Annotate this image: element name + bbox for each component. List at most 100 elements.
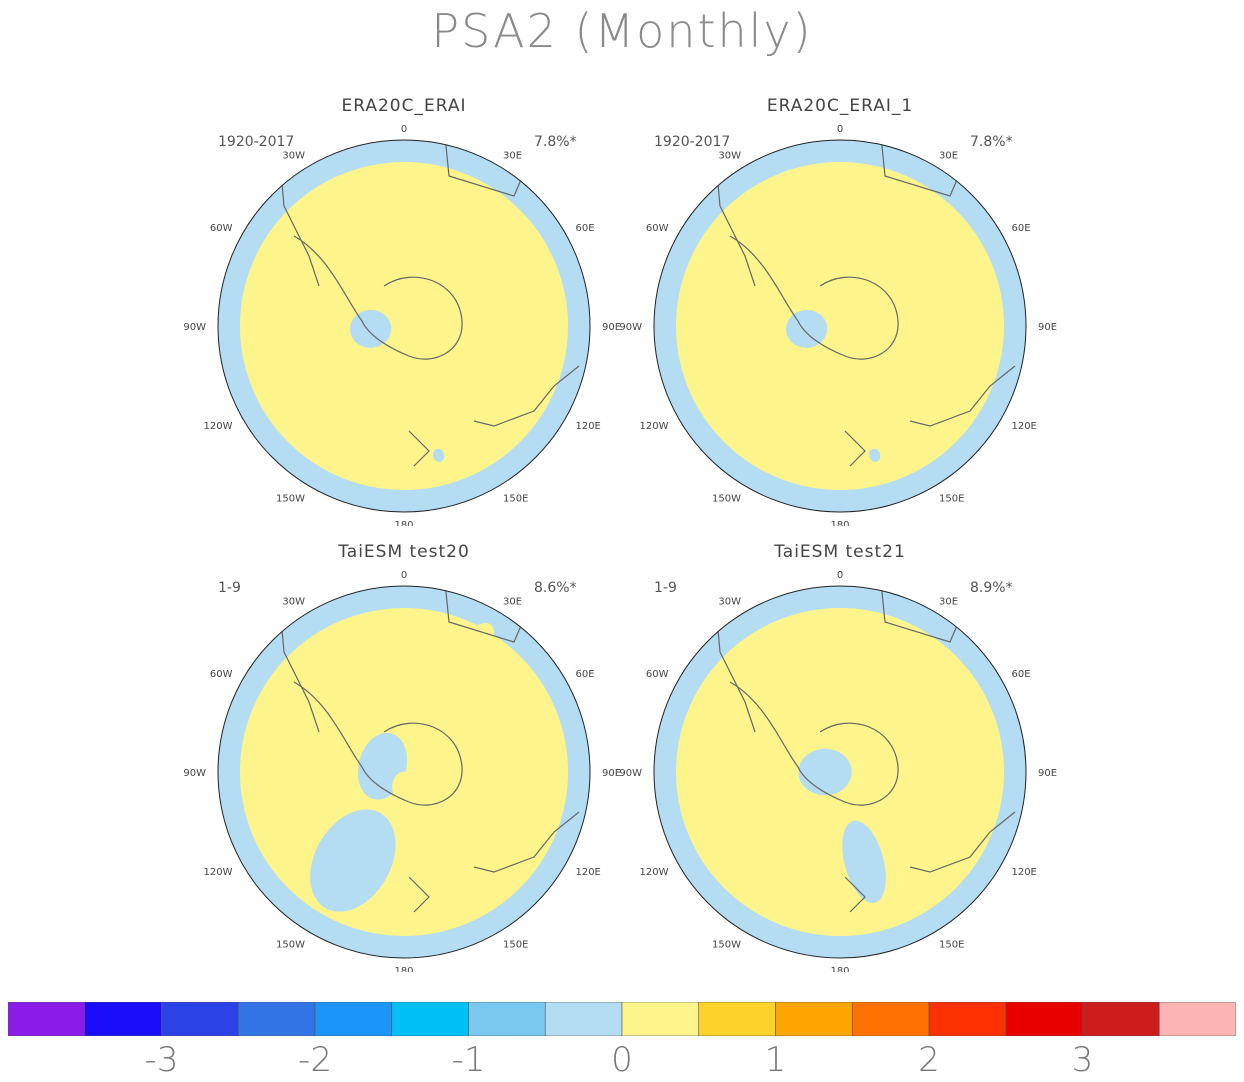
longitude-label: 60E	[575, 669, 594, 680]
longitude-label: 60W	[646, 223, 669, 234]
colorbar-tick-label: -2	[298, 1040, 332, 1080]
longitude-label: 60E	[1011, 669, 1030, 680]
panel-period: 1920-2017	[654, 134, 731, 150]
anomaly-contour	[869, 448, 881, 462]
panel-period: 1-9	[654, 580, 677, 596]
longitude-label: 90E	[1038, 322, 1057, 333]
longitude-label: 180	[394, 520, 413, 526]
longitude-label: 90W	[184, 322, 206, 333]
longitude-label: 30W	[718, 151, 741, 162]
longitude-label: 30W	[282, 597, 305, 608]
map-panel-taiesm-test20: TaiESM test20 1-9 8.6%* 0 30E 60E 90E 120E 15…	[184, 542, 624, 972]
panel-title: TaiESM test21	[774, 542, 906, 562]
anomaly-contour	[395, 181, 449, 270]
longitude-label: 120E	[1011, 421, 1036, 432]
longitude-label: 30E	[503, 597, 522, 608]
anomaly-contour	[844, 349, 915, 438]
map-border	[653, 139, 1027, 513]
longitude-label: 120W	[640, 867, 669, 878]
longitude-label: 150E	[939, 939, 964, 950]
longitude-label: 90W	[184, 768, 206, 779]
longitude-label: 180	[830, 520, 849, 526]
map-panel-taiesm-test21: TaiESM test21 1-9 8.9%* 0 30E 60E 90E 120E 15…	[620, 542, 1060, 972]
panel-title: ERA20C_ERAI_1	[766, 96, 914, 116]
colorbar-tick-label: -1	[451, 1040, 486, 1080]
colorbar-tick-label: 1	[764, 1040, 787, 1080]
longitude-label: 90E	[602, 768, 621, 779]
longitude-label: 150E	[939, 493, 964, 504]
anomaly-contour	[477, 286, 523, 383]
colorbar-tick-label: 2	[918, 1040, 940, 1080]
coastline	[729, 235, 899, 360]
coastline	[844, 876, 866, 913]
map-border	[653, 585, 1027, 959]
longitude-label: 120E	[575, 867, 600, 878]
colorbar-swatch	[775, 1002, 853, 1036]
anomaly-contour	[408, 349, 479, 438]
longitude-label: 60W	[646, 669, 669, 680]
coastline	[844, 430, 866, 467]
longitude-label: 30W	[282, 151, 305, 162]
anomaly-contour	[831, 181, 885, 270]
longitude-label: 60E	[1011, 223, 1030, 234]
longitude-label: 120E	[1011, 867, 1036, 878]
colorbar-swatch	[391, 1002, 469, 1036]
longitude-label: 150W	[712, 939, 741, 950]
anomaly-contour	[913, 286, 959, 383]
colorbar-swatch	[928, 1002, 1007, 1036]
anomaly-contour	[842, 820, 886, 903]
anomaly-contour	[433, 448, 445, 462]
polar-map: 0 30E 60E 90E 120E 150E 180 150W 120W 90W 60W 30W	[184, 124, 621, 526]
coastline	[408, 876, 430, 913]
longitude-label: 0	[401, 570, 407, 581]
map-border	[217, 585, 591, 959]
map-border	[217, 139, 591, 513]
panel-title: TaiESM test20	[338, 542, 470, 562]
longitude-label: 60W	[210, 669, 233, 680]
longitude-label: 30E	[503, 151, 522, 162]
colorbar	[8, 1002, 1236, 1036]
colorbar-swatch	[237, 1002, 316, 1036]
map-panel-era20c-erai-1: ERA20C_ERAI_1 1920-2017 7.8%* 0 30E 60E 90E…	[620, 96, 1060, 526]
anomaly-contour	[836, 608, 868, 669]
longitude-label: 180	[830, 966, 849, 972]
colorbar-swatch	[698, 1002, 776, 1036]
longitude-label: 90E	[1038, 768, 1057, 779]
coastline	[473, 365, 580, 427]
longitude-label: 60E	[575, 223, 594, 234]
colorbar-swatch	[1005, 1002, 1083, 1036]
longitude-label: 90W	[620, 768, 642, 779]
anomaly-contour	[751, 794, 818, 861]
coastline	[729, 681, 899, 806]
longitude-label: 150W	[712, 493, 741, 504]
coastline	[909, 365, 1016, 427]
polar-map: 0 30E 60E 90E 120E 150E 180 150W 120W 90W 60W 30W	[620, 124, 1057, 526]
longitude-label: 90E	[602, 322, 621, 333]
panel-title: ERA20C_ERAI	[341, 96, 467, 116]
panel-period: 1-9	[218, 580, 241, 596]
colorbar-swatch	[1082, 1002, 1160, 1036]
longitude-label: 60W	[210, 223, 233, 234]
colorbar-swatch	[161, 1002, 239, 1036]
coastline	[293, 235, 463, 360]
longitude-label: 0	[837, 124, 843, 135]
longitude-label: 150W	[276, 493, 305, 504]
longitude-label: 120W	[204, 421, 233, 432]
panel-variance-percent: 7.8%*	[534, 134, 577, 150]
polar-map: 0 30E 60E 90E 120E 150E 180 150W 120W 90W 60W 30W	[620, 570, 1057, 972]
colorbar-tick-label: -3	[144, 1040, 179, 1080]
coastline	[909, 811, 1016, 873]
colorbar-swatch	[468, 1002, 546, 1036]
coastline	[408, 430, 430, 467]
colorbar-swatch	[84, 1002, 162, 1036]
longitude-label: 180	[394, 966, 413, 972]
coastline	[293, 681, 463, 806]
colorbar-swatch	[8, 1002, 86, 1036]
longitude-label: 120W	[640, 421, 669, 432]
anomaly-contour	[926, 737, 958, 807]
polar-map: 0 30E 60E 90E 120E 150E 180 150W 120W 90W 60W 30W	[184, 570, 621, 972]
longitude-label: 90W	[620, 322, 642, 333]
colorbar-swatch	[314, 1002, 393, 1036]
colorbar-tick-label: 3	[1071, 1040, 1094, 1080]
colorbar-swatch	[1158, 1002, 1236, 1036]
